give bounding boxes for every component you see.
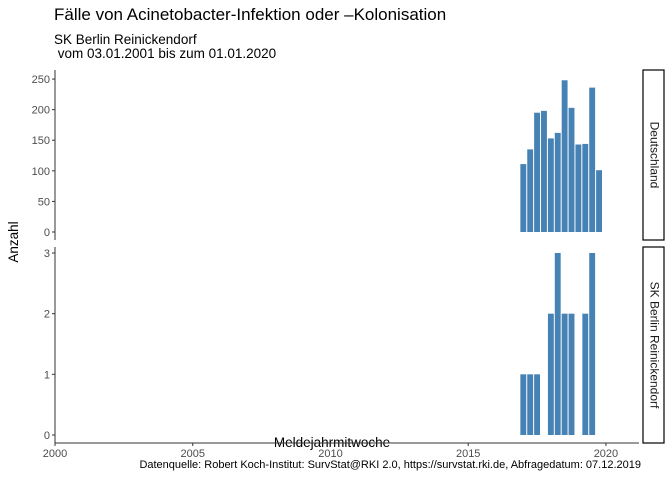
bar-sk-berlin-reinickendorf-6 [568,313,575,435]
bar-deutschland-2 [534,112,541,232]
bar-deutschland-9 [582,143,589,232]
bar-deutschland-1 [527,149,534,232]
bar-sk-berlin-reinickendorf-4 [554,253,561,435]
bar-deutschland-5 [554,132,561,232]
bar-sk-berlin-reinickendorf-3 [547,313,554,435]
x-tick-label-4: 2020 [594,448,618,460]
data-source-caption: Datenquelle: Robert Koch-Institut: SurvS… [139,459,641,471]
bar-deutschland-8 [575,144,582,232]
bar-deutschland-10 [589,87,596,233]
y-tick-label-1-2: 2 [44,309,50,321]
bar-deutschland-11 [596,170,602,232]
bar-deutschland-3 [541,110,547,232]
bar-deutschland-6 [561,80,568,232]
bar-deutschland-0 [520,164,527,232]
facet-strip-label-0: Deutschland [647,122,661,189]
y-tick-label-0-2: 100 [32,166,50,178]
y-tick-label-0-3: 150 [32,135,50,147]
y-axis-title: Anzahl [6,221,21,262]
y-tick-label-1-1: 1 [44,369,50,381]
bar-sk-berlin-reinickendorf-8 [589,253,596,435]
y-tick-label-0-0: 0 [44,227,50,239]
facet-strip-0 [642,69,665,241]
y-tick-label-1-0: 0 [44,430,50,442]
chart-subtitle-period: vom 03.01.2001 bis zum 01.01.2020 [54,46,277,61]
bar-sk-berlin-reinickendorf-2 [534,374,541,435]
y-tick-label-0-5: 250 [32,74,50,86]
chart-title: Fälle von Acinetobacter-Infektion oder –… [54,5,447,24]
x-tick-label-2: 2010 [318,448,342,460]
bar-sk-berlin-reinickendorf-5 [561,313,568,435]
x-tick-label-3: 2015 [456,448,480,460]
x-tick-label-0: 2000 [43,448,67,460]
bar-sk-berlin-reinickendorf-7 [582,313,589,435]
bar-sk-berlin-reinickendorf-1 [527,374,534,435]
y-tick-label-1-3: 3 [44,248,50,260]
bar-deutschland-7 [568,107,575,232]
chart-subtitle-region: SK Berlin Reinickendorf [54,32,197,47]
y-tick-label-0-4: 200 [32,105,50,117]
bar-sk-berlin-reinickendorf-0 [520,374,527,435]
y-tick-label-0-1: 50 [38,196,50,208]
facet-strip-label-1: SK Berlin Reinickendorf [647,282,661,409]
facet-strip-1 [642,246,665,444]
bar-deutschland-4 [547,138,554,232]
x-tick-label-1: 2005 [180,448,204,460]
